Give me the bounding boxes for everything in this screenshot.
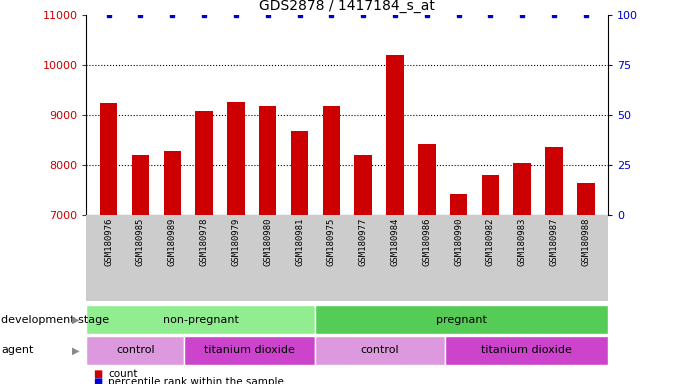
Text: control: control (361, 345, 399, 356)
Text: pregnant: pregnant (436, 314, 486, 325)
Bar (164, 151, 181, 215)
Text: GSM180978: GSM180978 (200, 218, 209, 266)
Bar (227, 102, 245, 215)
Bar (314, 305, 608, 334)
Bar (450, 194, 467, 215)
Text: GSM180985: GSM180985 (136, 218, 145, 266)
Bar (259, 106, 276, 215)
Bar (577, 183, 594, 215)
Bar (132, 155, 149, 215)
Bar (86, 305, 314, 334)
Bar (100, 103, 117, 215)
Text: GSM180983: GSM180983 (518, 218, 527, 266)
Bar (323, 106, 340, 215)
Text: GSM180986: GSM180986 (422, 218, 431, 266)
Bar (314, 336, 445, 365)
Bar (291, 131, 308, 215)
Text: percentile rank within the sample: percentile rank within the sample (108, 377, 285, 384)
Text: ▶: ▶ (72, 314, 79, 325)
Bar (354, 155, 372, 215)
Text: control: control (116, 345, 155, 356)
Text: GSM180981: GSM180981 (295, 218, 304, 266)
Text: development stage: development stage (1, 314, 109, 325)
Text: agent: agent (1, 345, 34, 356)
Text: GSM180988: GSM180988 (581, 218, 590, 266)
Text: GSM180975: GSM180975 (327, 218, 336, 266)
Text: GSM180984: GSM180984 (390, 218, 399, 266)
Text: titanium dioxide: titanium dioxide (204, 345, 295, 356)
Text: GSM180977: GSM180977 (359, 218, 368, 266)
Bar (513, 162, 531, 215)
Bar (196, 111, 213, 215)
Text: ▶: ▶ (72, 345, 79, 356)
Bar (86, 336, 184, 365)
Title: GDS2878 / 1417184_s_at: GDS2878 / 1417184_s_at (259, 0, 435, 13)
Text: ■: ■ (93, 369, 102, 379)
Bar (545, 147, 562, 215)
Bar (386, 55, 404, 215)
Text: GSM180980: GSM180980 (263, 218, 272, 266)
Bar (418, 144, 435, 215)
Text: GSM180989: GSM180989 (168, 218, 177, 266)
Text: GSM180990: GSM180990 (454, 218, 463, 266)
Text: non-pregnant: non-pregnant (162, 314, 238, 325)
Text: GSM180987: GSM180987 (549, 218, 558, 266)
Text: GSM180982: GSM180982 (486, 218, 495, 266)
Text: count: count (108, 369, 138, 379)
Text: titanium dioxide: titanium dioxide (481, 345, 572, 356)
Bar (445, 336, 608, 365)
Text: ■: ■ (93, 377, 102, 384)
Text: GSM180979: GSM180979 (231, 218, 240, 266)
Bar (184, 336, 314, 365)
Bar (482, 175, 499, 215)
Text: GSM180976: GSM180976 (104, 218, 113, 266)
